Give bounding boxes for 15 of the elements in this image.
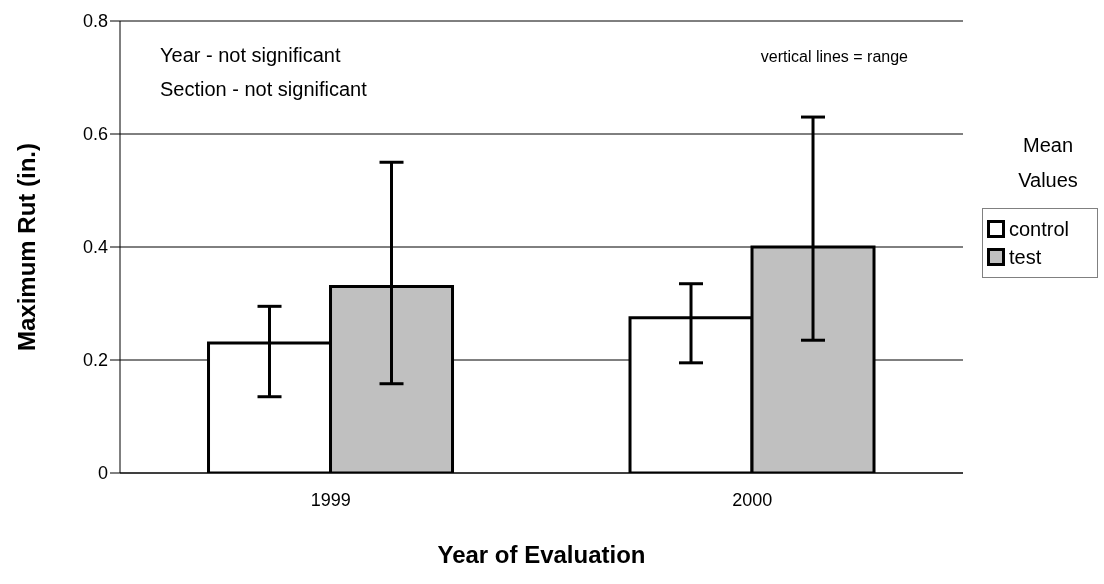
legend-label: control: [1009, 217, 1070, 242]
y-tick-label: 0: [97, 463, 108, 484]
x-tick-label: 2000: [732, 489, 773, 510]
x-tick-label: 1999: [310, 489, 351, 510]
legend-title: Mean Values: [1017, 133, 1079, 193]
y-tick-label: 0.8: [82, 11, 108, 32]
x-axis-title: Year of Evaluation: [437, 541, 646, 568]
annotation: vertical lines = range: [760, 48, 908, 66]
legend-label: test: [1009, 245, 1042, 270]
annotation: Section - not significant: [160, 78, 367, 101]
y-axis-title: Maximum Rut (in.): [12, 143, 40, 351]
y-tick-label: 0.6: [82, 124, 108, 145]
y-tick-label: 0.4: [82, 237, 108, 258]
y-tick-label: 0.2: [82, 350, 108, 371]
annotation: Year - not significant: [160, 44, 341, 67]
